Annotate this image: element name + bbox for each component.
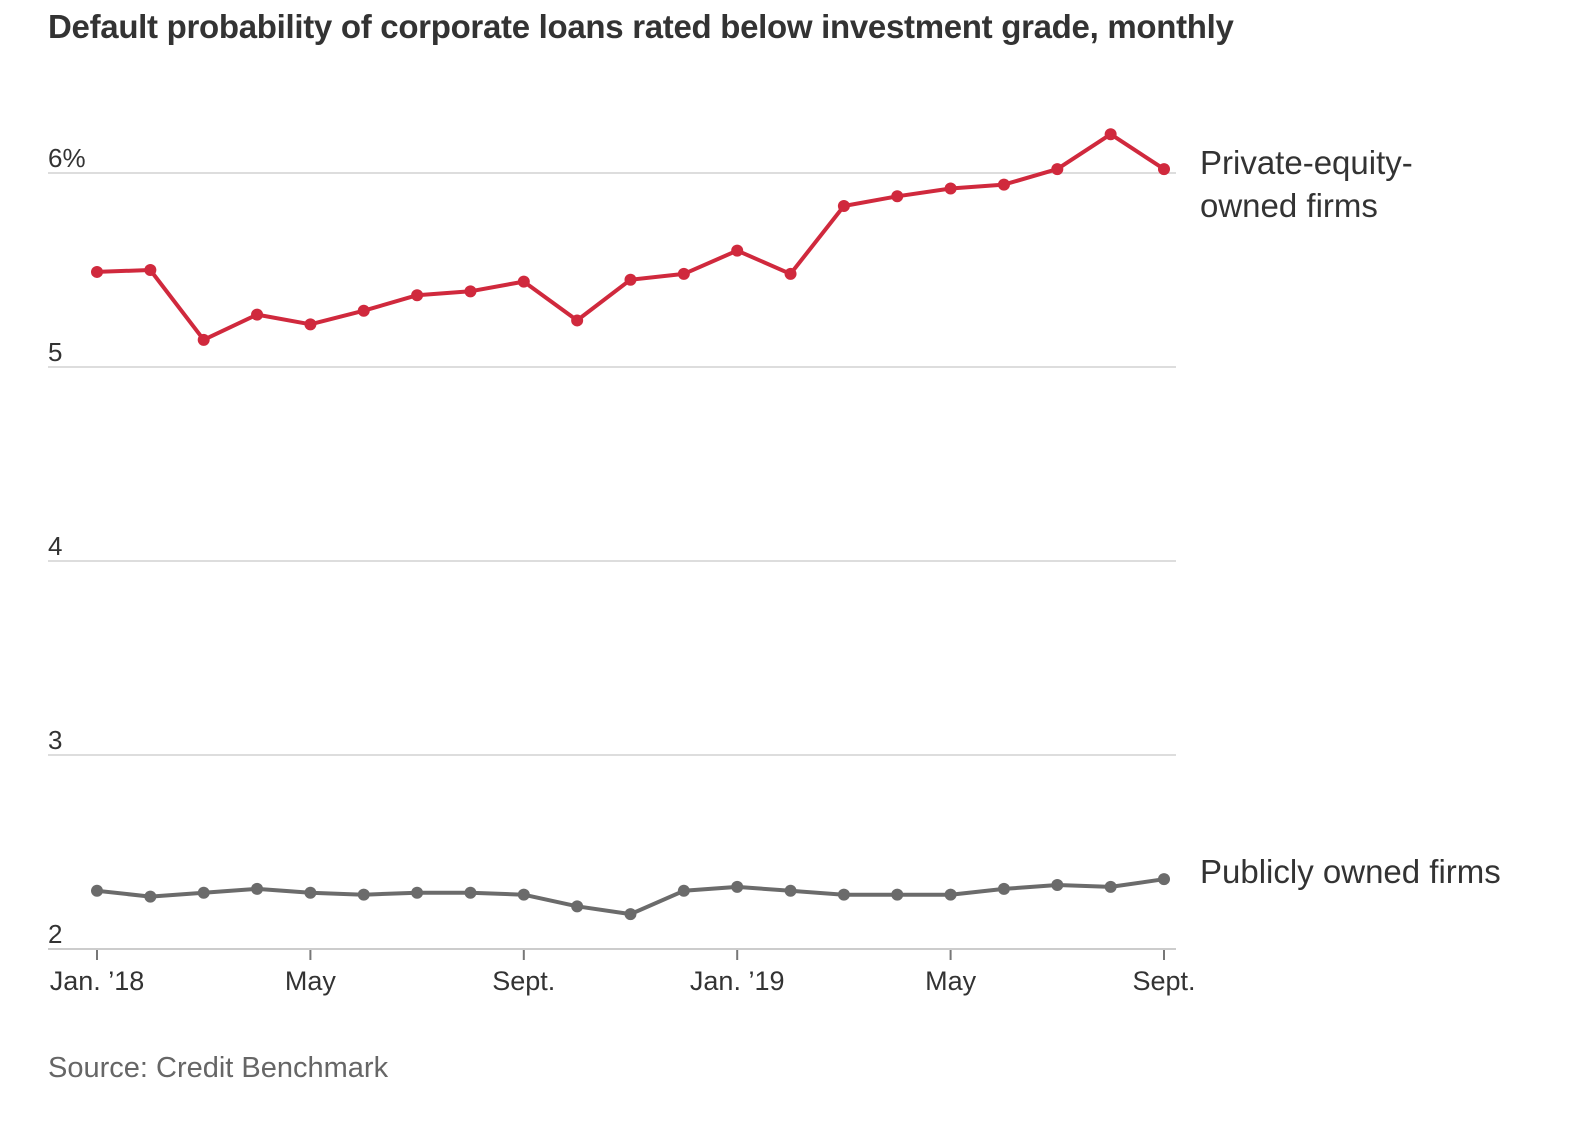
series-labels: Private-equity-owned firms Publicly owned…	[1200, 144, 1501, 890]
data-point-1-3	[251, 882, 264, 895]
series-label-0-line-1: owned firms	[1200, 187, 1378, 224]
data-point-1-14	[837, 888, 850, 901]
data-point-0-16	[944, 182, 957, 195]
data-point-0-18	[1051, 163, 1064, 176]
data-point-1-15	[891, 888, 904, 901]
data-point-0-6	[411, 289, 424, 302]
data-point-1-2	[197, 886, 210, 899]
data-point-1-7	[464, 886, 477, 899]
series-label-1-line-0: Publicly owned firms	[1200, 853, 1501, 890]
data-point-0-7	[464, 285, 477, 298]
data-point-0-12	[731, 244, 744, 257]
x-tick-label-3: Jan. ’19	[690, 966, 785, 996]
data-point-1-8	[517, 888, 530, 901]
x-tick-label-0: Jan. ’18	[50, 966, 145, 996]
x-axis: Jan. ’18 May Sept. Jan. ’19 May Sept.	[50, 950, 1196, 996]
data-point-1-4	[304, 886, 317, 899]
data-point-1-0	[91, 884, 103, 897]
x-tick-label-4: May	[925, 966, 977, 996]
chart-title: Default probability of corporate loans r…	[48, 8, 1234, 45]
data-point-0-19	[1104, 128, 1117, 141]
data-point-0-15	[891, 190, 904, 203]
data-point-0-13	[784, 267, 797, 280]
y-tick-label-2: 2	[48, 919, 62, 949]
x-tick-label-1: May	[285, 966, 337, 996]
data-point-1-10	[624, 908, 637, 921]
data-point-0-8	[517, 275, 530, 288]
data-point-0-1	[144, 264, 157, 276]
data-point-0-2	[197, 333, 210, 346]
x-tick-label-2: Sept.	[492, 966, 555, 996]
data-point-0-9	[571, 314, 584, 327]
data-point-0-11	[677, 267, 690, 280]
data-point-0-20	[1158, 163, 1170, 176]
y-tick-label-6: 6%	[48, 143, 86, 173]
y-tick-label-5: 5	[48, 337, 62, 367]
series-group	[91, 128, 1170, 921]
data-point-0-5	[357, 304, 370, 317]
data-point-1-12	[731, 880, 744, 893]
data-point-1-9	[571, 900, 584, 913]
y-axis: 6% 5 4 3 2	[48, 143, 86, 949]
data-point-0-3	[251, 308, 264, 321]
series-label-0-line-0: Private-equity-	[1200, 144, 1413, 181]
y-tick-label-4: 4	[48, 531, 62, 561]
data-point-1-5	[357, 888, 370, 901]
data-point-1-19	[1104, 880, 1117, 893]
data-point-0-17	[997, 178, 1010, 191]
data-point-0-10	[624, 273, 637, 286]
data-point-1-6	[411, 886, 424, 899]
data-point-1-1	[144, 890, 157, 903]
data-point-0-4	[304, 318, 317, 331]
data-point-1-16	[944, 888, 957, 901]
data-point-1-18	[1051, 878, 1064, 891]
data-point-1-11	[677, 884, 690, 897]
gridlines	[48, 172, 1176, 950]
data-point-1-13	[784, 884, 797, 897]
data-point-0-0	[91, 265, 103, 278]
data-point-0-14	[837, 199, 850, 212]
data-point-1-17	[997, 882, 1010, 895]
y-tick-label-3: 3	[48, 725, 62, 755]
data-point-1-20	[1158, 873, 1170, 886]
source-note: Source: Credit Benchmark	[48, 1052, 389, 1084]
x-tick-label-5: Sept.	[1132, 966, 1195, 996]
